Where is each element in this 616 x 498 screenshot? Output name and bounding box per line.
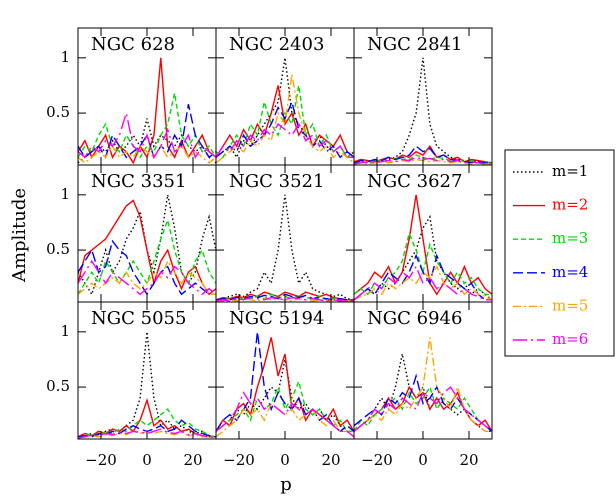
- series-line: [216, 57, 354, 159]
- series-line: [216, 74, 354, 164]
- legend-label: m=4: [552, 263, 588, 281]
- legend-label: m=5: [552, 296, 588, 314]
- series-line: [216, 85, 354, 158]
- y-tick-label: 1: [60, 48, 70, 66]
- x-tick-label: −20: [223, 451, 255, 469]
- series-line: [216, 85, 354, 159]
- x-tick-label: 0: [142, 451, 152, 469]
- series-line: [354, 253, 492, 301]
- legend-label: m=6: [552, 330, 588, 348]
- panel-title: NGC 5055: [91, 308, 186, 329]
- series-line: [354, 385, 492, 432]
- series-line: [78, 259, 216, 296]
- panel-title: NGC 5194: [229, 308, 324, 329]
- series-line: [78, 259, 216, 295]
- panel-plot: [78, 331, 216, 439]
- series-line: [78, 110, 216, 159]
- panel-title: NGC 6946: [367, 308, 462, 329]
- legend-label: m=3: [552, 229, 588, 247]
- panel-title: NGC 2403: [229, 34, 324, 55]
- y-tick-label: 0.5: [46, 377, 70, 395]
- legend-label: m=2: [552, 196, 588, 214]
- series-line: [216, 122, 354, 159]
- series-line: [216, 402, 354, 438]
- x-tick-label: 20: [183, 451, 202, 469]
- series-line: [216, 379, 354, 432]
- panel-plot: [354, 337, 492, 432]
- series-line: [354, 265, 492, 301]
- y-tick-label: 1: [60, 185, 70, 203]
- series-line: [354, 214, 492, 301]
- x-tick-label: −20: [85, 451, 117, 469]
- series-line: [354, 385, 492, 432]
- legend-box: [504, 149, 615, 357]
- series-line: [216, 99, 354, 159]
- x-tick-label: −20: [361, 451, 393, 469]
- panel-title: NGC 3627: [367, 171, 462, 192]
- x-tick-label: 20: [459, 451, 478, 469]
- panel-plot: [216, 57, 354, 164]
- x-tick-label: 20: [321, 451, 340, 469]
- panel-plot: [354, 194, 492, 301]
- y-tick-label: 1: [60, 322, 70, 340]
- x-tick-label: 0: [418, 451, 428, 469]
- series-line: [354, 337, 492, 432]
- series-line: [78, 199, 216, 296]
- panel-plot: [216, 194, 354, 302]
- series-line: [78, 93, 216, 159]
- x-axis-label: p: [280, 474, 292, 495]
- panel-title: NGC 2841: [367, 34, 462, 55]
- series-line: [216, 359, 354, 432]
- series-line: [354, 386, 492, 432]
- panel-plot: [354, 57, 492, 165]
- legend-label: m=1: [552, 162, 588, 180]
- series-line: [78, 331, 216, 438]
- series-line: [216, 331, 354, 433]
- panel-plot: [78, 194, 216, 296]
- series-line: [216, 194, 354, 301]
- panel-plot: [78, 57, 216, 165]
- panel-title: NGC 3351: [91, 171, 186, 192]
- series-line: [216, 391, 354, 438]
- panel-title: NGC 3521: [229, 171, 324, 192]
- series-line: [78, 104, 216, 159]
- panel-title: NGC 628: [91, 34, 175, 55]
- y-axis-label: Amplitude: [9, 188, 30, 283]
- series-line: [354, 57, 492, 164]
- panel-plot: [216, 331, 354, 438]
- x-tick-label: 0: [280, 451, 290, 469]
- y-tick-label: 0.5: [46, 240, 70, 258]
- series-line: [216, 337, 354, 432]
- y-tick-label: 0.5: [46, 103, 70, 121]
- series-line: [354, 194, 492, 296]
- series-line: [78, 144, 216, 164]
